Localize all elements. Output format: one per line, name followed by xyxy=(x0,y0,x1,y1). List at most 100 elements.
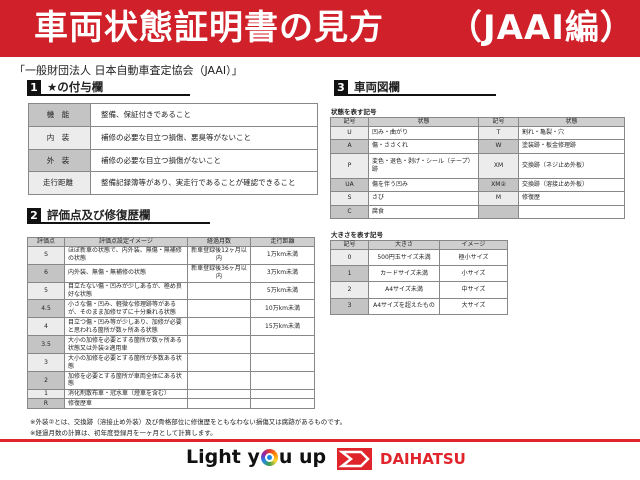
table-cell: 500円玉サイズ未満 xyxy=(368,248,440,267)
table-cell: 2 xyxy=(27,371,65,390)
page-subtitle: （JAAI編） xyxy=(448,8,635,48)
column-header: 走行距離 xyxy=(250,237,315,247)
table-cell: M xyxy=(478,191,519,206)
table-cell xyxy=(250,388,315,400)
table-cell xyxy=(187,281,251,301)
table-row: 5 目立たない傷・凹みが少しあるが、極め良好な状態 5万km未満 xyxy=(27,281,315,301)
table-cell: 傷を伴う凹み xyxy=(368,177,479,193)
table-row: 走行距離 整備記録簿等があり、実走行であることが確認できること xyxy=(28,171,318,195)
table-cell: 新車登録後36ヶ月以内 xyxy=(187,263,251,283)
table-cell: 3万km未満 xyxy=(250,263,315,283)
section-number: 2 xyxy=(27,207,41,223)
footer-divider xyxy=(0,439,640,442)
table-row: A 傷・ささくれ W 塗装跡・板金修理跡 xyxy=(330,139,625,154)
table-row: U 凹み・曲がり T 割れ・亀裂・穴 xyxy=(330,125,625,141)
table-row: P 変色・退色・剥げ・シール（テープ）跡 XM 交換跡（ネジ止め外板） xyxy=(330,152,625,179)
table-cell: 加修を必要とする箇所が車両全体にある状態 xyxy=(64,371,188,390)
table-cell: 修復歴車 xyxy=(64,398,188,409)
table-cell: 補修の必要な目立つ損傷がないこと xyxy=(90,148,318,173)
table-cell: R xyxy=(27,398,65,409)
table-cell: 目立つ傷・凹み等が少しあり、加修が必要と思われる箇所が数ヶ所ある状態 xyxy=(64,317,188,337)
table-row: 2 A4サイズ未満 中サイズ xyxy=(330,281,508,299)
table-cell xyxy=(518,204,625,220)
title-banner: 車両状態証明書の見方 （JAAI編） xyxy=(0,0,640,57)
table-cell: ほぼ新車の状態で、内外装、無傷・無補修の状態 xyxy=(64,245,188,265)
header-row: 記号 大きさ イメージ xyxy=(330,240,508,250)
grade-table: 評価点 評価点設定イメージ 経過月数 走行距離 S ほぼ新車の状態で、内外装、無傷・無補修… xyxy=(27,237,315,409)
table-cell: 5万km未満 xyxy=(250,281,315,301)
table-row: UA 傷を伴う凹み XM② 交換跡（溶接止め外板） xyxy=(330,177,625,193)
section2-heading: 2 評価点及び修復歴欄 xyxy=(27,207,210,224)
table-row: 3.5 大小の加修を必要とする箇所が数ヶ所ある状態又は外装②適用車 xyxy=(27,335,315,355)
table-cell: 内外装、無傷・無補修の状態 xyxy=(64,263,188,283)
header-row: 記号 状態 記号 状態 xyxy=(330,117,625,127)
section-number: 3 xyxy=(334,79,348,95)
slogan-start: Light y xyxy=(186,446,260,468)
table-cell: 3 xyxy=(330,297,369,316)
table-cell: 1万km未満 xyxy=(250,245,315,265)
table-cell xyxy=(187,317,251,337)
table-cell: 凹み・曲がり xyxy=(368,125,479,141)
table-cell: U xyxy=(330,125,369,141)
table-cell: 中サイズ xyxy=(439,281,508,299)
table-cell: 大小の加修を必要とする箇所が多数ある状態 xyxy=(64,353,188,373)
table-row: 機 能整備、保証付きであること xyxy=(28,103,318,127)
table-cell xyxy=(187,335,251,355)
table-cell: 傷・ささくれ xyxy=(368,139,479,154)
table-row: 4.5 小さな傷・凹み、軽微な修理跡等があるが、そのまま加修せずに十分乗れる状態 1… xyxy=(27,299,315,319)
table-cell xyxy=(250,353,315,373)
table-cell: さび xyxy=(368,191,479,206)
section-title: 評価点及び修復歴欄 xyxy=(47,208,151,222)
section-title: 車両図欄 xyxy=(354,80,400,94)
table-row: 内 装補修の必要な目立つ損傷、悪臭等がないこと xyxy=(28,125,318,150)
table-cell: 15万km未満 xyxy=(250,317,315,337)
table-cell: 割れ・亀裂・穴 xyxy=(518,125,625,141)
table-cell: 消化剤散布車・冠水車（燈車を含む） xyxy=(64,388,188,400)
daihatsu-emblem-icon xyxy=(337,448,372,470)
table-cell xyxy=(187,371,251,390)
table-cell: 3.5 xyxy=(27,335,65,355)
table-cell: 整備記録簿等があり、実走行であることが確認できること xyxy=(90,171,318,195)
table-cell: T xyxy=(478,125,519,141)
table-cell: 補修の必要な目立つ損傷、悪臭等がないこと xyxy=(90,125,318,150)
section3-heading: 3 車両図欄 xyxy=(334,79,496,96)
table-cell: 走行距離 xyxy=(28,171,91,195)
table-cell xyxy=(187,353,251,373)
table-cell: S xyxy=(330,191,369,206)
slogan-end: u up xyxy=(278,446,327,468)
table-cell: 6 xyxy=(27,263,65,283)
table-cell: 5 xyxy=(27,281,65,301)
size-symbols-table: 記号 大きさ イメージ 0 500円玉サイズ未満 極小サイズ 1 カードサイズ未満 小サイズ 2 A… xyxy=(330,240,508,316)
note-1: ※外装②とは、交換跡（溶接止め外装）及び骨格部位に修復歴をともなわない損傷又は腐… xyxy=(30,418,347,426)
table-cell: 新車登録後12ヶ月以内 xyxy=(187,245,251,265)
table-cell xyxy=(250,371,315,390)
table-row: S ほぼ新車の状態で、内外装、無傷・無補修の状態 新車登録後12ヶ月以内 1万km未満 xyxy=(27,245,315,265)
table-cell: 3 xyxy=(27,353,65,373)
state-symbols-table: 記号 状態 記号 状態 U 凹み・曲がり T 割れ・亀裂・穴 A 傷・ささくれ W 塗装跡・板金修理跡… xyxy=(330,117,625,220)
header-row: 評価点 評価点設定イメージ 経過月数 走行距離 xyxy=(27,237,315,247)
column-header: イメージ xyxy=(439,240,508,250)
column-header: 大きさ xyxy=(368,240,440,250)
table-cell: 2 xyxy=(330,281,369,299)
table-cell: 変色・退色・剥げ・シール（テープ）跡 xyxy=(368,152,479,179)
table-cell: 修復歴 xyxy=(518,191,625,206)
table-cell: 目立たない傷・凹みが少しあるが、極め良好な状態 xyxy=(64,281,188,301)
table-cell: 交換跡（溶接止め外板） xyxy=(518,177,625,193)
column-header: 記号 xyxy=(478,117,519,127)
table-cell xyxy=(250,398,315,409)
section-number: 1 xyxy=(27,79,41,95)
organization-name: 「一般財団法人 日本自動車査定協会（JAAI）」 xyxy=(14,64,243,77)
table-cell: A4サイズを超えたもの xyxy=(368,297,440,316)
table-cell: 1 xyxy=(330,265,369,283)
table-cell: 腐食 xyxy=(368,204,479,220)
rainbow-o-icon xyxy=(260,448,278,466)
table-cell: A xyxy=(330,139,369,154)
size-symbols-label: 大きさを表す記号 xyxy=(331,231,383,239)
table-cell: 極小サイズ xyxy=(439,248,508,267)
table-row: R 修復歴車 xyxy=(27,398,315,409)
table-row: 6 内外装、無傷・無補修の状態 新車登録後36ヶ月以内 3万km未満 xyxy=(27,263,315,283)
table-cell: 交換跡（ネジ止め外板） xyxy=(518,152,625,179)
table-cell: XM② xyxy=(478,177,519,193)
table-cell: 大小の加修を必要とする箇所が数ヶ所ある状態又は外装②適用車 xyxy=(64,335,188,355)
table-cell: W xyxy=(478,139,519,154)
